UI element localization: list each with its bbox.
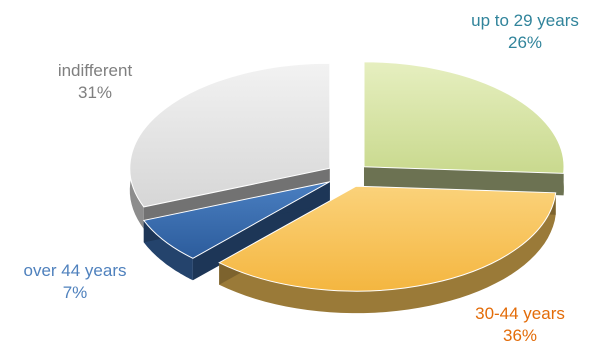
slice-label-up-to-29: up to 29 years 26% [450,10,600,54]
pie-slice-tops [129,61,565,292]
slice-label-text: 30-44 years [475,304,565,323]
slice-value-text: 36% [502,326,538,345]
pie-slice-over-44-years [142,181,331,259]
pie-slice-indifferent [129,62,331,208]
slice-value-text: 7% [62,283,88,302]
pie-side-30-44-years [219,192,556,314]
slice-label-text: up to 29 years [471,11,579,30]
slice-label-text: over 44 years [23,261,127,280]
pie-slice-30-44-years [218,185,557,292]
slice-label-text: indifferent [57,61,133,80]
slice-label-indifferent: indifferent 31% [20,60,170,104]
slice-label-over-44: over 44 years 7% [0,260,150,304]
slice-value-text: 31% [77,83,113,102]
pie-slice-up-to-29-years [363,61,565,174]
slice-value-text: 26% [507,33,543,52]
slice-label-30-44: 30-44 years 36% [445,303,595,347]
